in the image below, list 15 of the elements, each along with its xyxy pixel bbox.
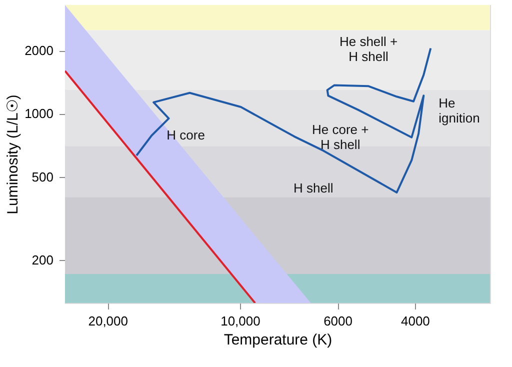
annotation: H core [166, 128, 205, 142]
x-tick-label: 6000 [324, 314, 352, 328]
y-tick-label: 500 [32, 169, 54, 184]
annotation: H shell [294, 180, 334, 196]
x-tick-label: 4000 [400, 314, 430, 328]
y-tick-label: 2000 [24, 43, 54, 58]
y-tick-label: 200 [32, 252, 54, 268]
x-tick-label: 10,000 [220, 314, 260, 328]
x-axis-title: Temperature (K) [224, 332, 332, 348]
x-tick-label: 20,000 [88, 314, 128, 328]
annotation: He core + H shell [312, 122, 369, 152]
annotation: He shell + H shell [339, 34, 398, 64]
annotation: He ignition [438, 96, 480, 126]
y-tick-label: 1000 [24, 106, 54, 122]
y-axis-title: Luminosity (L/L☉) [4, 94, 22, 214]
